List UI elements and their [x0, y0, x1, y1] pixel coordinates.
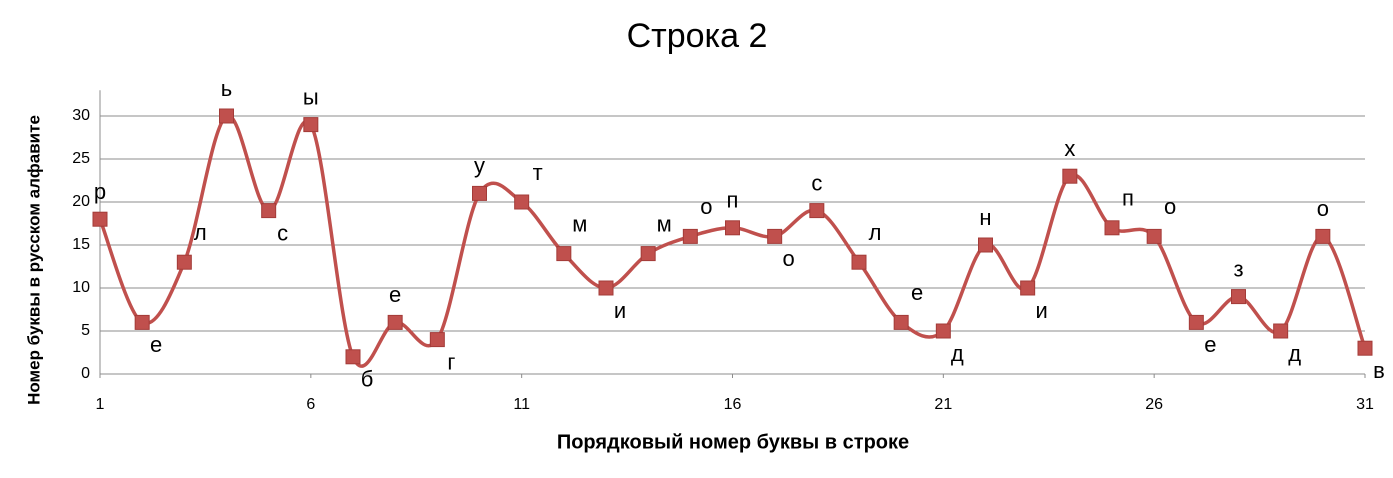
marker: [682, 228, 698, 244]
point-label: и: [1036, 298, 1048, 323]
point-label: з: [1233, 256, 1243, 281]
marker: [851, 254, 867, 270]
point-label: г: [447, 349, 455, 374]
x-tick-label: 16: [724, 396, 742, 413]
marker: [92, 211, 108, 227]
series-line: [98, 114, 1367, 368]
marker: [176, 254, 192, 270]
point-label: о: [783, 246, 795, 271]
point-label: и: [614, 298, 626, 323]
y-tick-label: 20: [72, 193, 90, 210]
point-label: д: [951, 341, 964, 366]
x-tick-label: 21: [934, 396, 952, 413]
marker: [1188, 314, 1204, 330]
marker: [1020, 280, 1036, 296]
marker: [1273, 323, 1289, 339]
point-label: м: [572, 211, 587, 236]
marker: [472, 185, 487, 201]
point-label: р: [94, 179, 106, 204]
point-label: е: [389, 282, 401, 307]
marker: [935, 323, 951, 339]
marker: [725, 220, 740, 236]
marker: [1062, 168, 1078, 184]
y-tick-label: 0: [81, 365, 90, 382]
marker: [303, 117, 319, 133]
marker: [1104, 220, 1120, 236]
x-tick-label: 26: [1145, 396, 1163, 413]
point-label: с: [277, 220, 288, 245]
point-label: ь: [221, 76, 232, 101]
x-tick-label: 6: [306, 396, 315, 413]
marker: [261, 203, 277, 219]
point-label: л: [869, 220, 882, 245]
marker: [134, 314, 150, 330]
marker: [893, 314, 909, 330]
point-label: у: [474, 153, 485, 178]
x-tick-label: 31: [1356, 396, 1374, 413]
point-label: с: [811, 170, 822, 195]
marker: [1146, 228, 1162, 244]
point-label: п: [1122, 186, 1134, 211]
marker: [345, 349, 361, 365]
marker: [598, 280, 614, 296]
y-tick-label: 5: [81, 322, 90, 339]
marker: [1231, 289, 1246, 305]
chart-title: Строка 2: [627, 17, 768, 55]
point-label: л: [194, 220, 207, 245]
x-tick-label: 1: [96, 396, 105, 413]
point-label: б: [361, 367, 374, 392]
point-label: н: [979, 205, 991, 230]
marker: [219, 108, 234, 124]
point-label: о: [1164, 194, 1176, 219]
point-label: п: [727, 188, 739, 213]
marker: [429, 332, 445, 348]
marker: [1315, 228, 1331, 244]
point-label: м: [657, 211, 672, 236]
y-tick-label: 30: [72, 107, 90, 124]
point-label: ы: [303, 84, 319, 109]
point-label: т: [533, 160, 543, 185]
point-label: д: [1288, 341, 1301, 366]
x-axis-label: Порядковый номер буквы в строке: [557, 431, 909, 453]
marker: [978, 237, 993, 253]
y-tick-label: 15: [72, 236, 90, 253]
point-label: е: [150, 332, 162, 357]
marker: [640, 246, 656, 262]
marker: [556, 246, 572, 262]
y-axis-label: Номер буквы в русском алфавите: [24, 115, 43, 405]
marker: [767, 228, 783, 244]
x-tick-label: 11: [513, 396, 530, 413]
point-label: о: [1317, 196, 1329, 221]
marker: [1357, 340, 1373, 356]
marker: [809, 203, 825, 219]
y-tick-label: 10: [72, 279, 90, 296]
point-label: х: [1064, 136, 1075, 161]
point-label: е: [911, 280, 923, 305]
marker: [387, 314, 403, 330]
y-tick-label: 25: [72, 150, 90, 167]
point-label: о: [700, 194, 712, 219]
point-label: е: [1204, 332, 1216, 357]
marker: [514, 194, 530, 210]
point-label: в: [1373, 358, 1385, 383]
